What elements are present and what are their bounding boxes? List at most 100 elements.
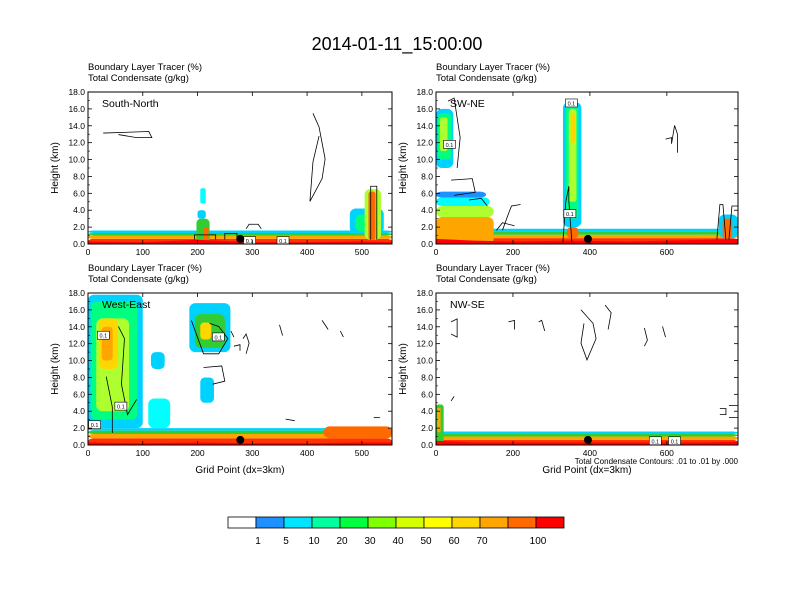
y-tick-label: 2.0 — [421, 423, 433, 433]
y-tick-label: 12.0 — [68, 138, 85, 148]
colorbar-swatch-7 — [423, 516, 453, 529]
contour-label: 0.1 — [246, 239, 254, 245]
x-tick-label: 600 — [660, 448, 674, 458]
panel-west-east: Boundary Layer Tracer (%)Total Condensat… — [50, 263, 393, 476]
x-axis-label: Grid Point (dx=3km) — [542, 465, 631, 476]
colorbar-swatch-3 — [311, 516, 341, 529]
y-tick-label: 16.0 — [416, 305, 433, 315]
contour-label: 0.1 — [568, 101, 576, 107]
contour-label-box-2 — [563, 209, 577, 218]
condensate-contour-0 — [450, 318, 458, 338]
condensate-contour-4 — [604, 304, 612, 330]
x-tick-label: 300 — [245, 448, 259, 458]
contour-label: 0.1 — [651, 439, 659, 445]
condensate-contour-6 — [671, 125, 678, 153]
contour-label: 0.1 — [91, 423, 99, 429]
tracer-shade-2 — [88, 430, 392, 435]
panel-label: South-North — [102, 98, 159, 110]
y-axis-label: Height (km) — [50, 343, 61, 395]
colorbar-label: 20 — [336, 536, 348, 547]
x-tick-label: 200 — [506, 448, 520, 458]
x-tick-label: 200 — [506, 247, 520, 257]
panel-label: SW-NE — [450, 98, 485, 110]
contour-label-box-1 — [212, 332, 225, 342]
x-tick-label: 400 — [300, 247, 314, 257]
panel-title-line2: Total Condensate (g/kg) — [88, 274, 189, 285]
condensate-contour-2 — [233, 344, 241, 351]
condensate-contour-11 — [105, 376, 113, 433]
colorbar-label: 40 — [392, 536, 404, 547]
condensate-contour-4 — [279, 324, 283, 336]
panel-sw-ne: Boundary Layer Tracer (%)Total Condensat… — [398, 62, 739, 257]
tracer-shade-6 — [197, 210, 206, 219]
contour-label: 0.1 — [446, 143, 454, 149]
panel-south-north: Boundary Layer Tracer (%)Total Condensat… — [50, 62, 393, 257]
y-tick-label: 4.0 — [421, 205, 433, 215]
y-tick-label: 6.0 — [73, 188, 85, 198]
condensate-contour-2 — [502, 204, 521, 231]
colorbar-label: 30 — [364, 536, 376, 547]
tracer-shade-4 — [436, 216, 494, 244]
condensate-contour-1 — [103, 131, 153, 138]
contour-footnote: Total Condensate Contours: .01 to .01 by… — [575, 457, 739, 466]
y-tick-label: 2.0 — [73, 222, 85, 232]
condensate-contour-7 — [728, 405, 738, 419]
tracer-shade-7 — [200, 188, 206, 204]
colorbar-swatch-1 — [255, 516, 285, 529]
condensate-contour-3 — [370, 185, 378, 240]
y-tick-label: 0.0 — [73, 440, 85, 450]
y-tick-label: 14.0 — [68, 322, 85, 332]
colorbar-swatch-0 — [227, 516, 257, 529]
colorbar-swatch-11 — [535, 516, 565, 529]
colorbar-label: 1 — [255, 536, 261, 547]
condensate-contour-10 — [118, 326, 137, 416]
tracer-shade-5 — [436, 206, 494, 217]
panel-nw-se: Boundary Layer Tracer (%)Total Condensat… — [398, 263, 739, 476]
tracer-shade-2 — [88, 233, 392, 236]
y-tick-label: 16.0 — [68, 104, 85, 114]
tracer-shade-2 — [436, 434, 738, 437]
x-tick-label: 400 — [583, 448, 597, 458]
y-axis-label: Height (km) — [50, 142, 61, 194]
y-axis-label: Height (km) — [398, 142, 409, 194]
condensate-contour-6 — [662, 326, 666, 338]
condensate-contour-9 — [728, 205, 738, 240]
condensate-contour-9 — [450, 396, 455, 402]
y-tick-label: 6.0 — [73, 389, 85, 399]
condensate-contour-3 — [496, 222, 515, 231]
y-tick-label: 16.0 — [416, 104, 433, 114]
x-tick-label: 100 — [136, 448, 150, 458]
y-tick-label: 14.0 — [416, 322, 433, 332]
colorbar-label: 50 — [420, 536, 432, 547]
condensate-contour-5 — [447, 97, 461, 169]
contour-label-box-1 — [443, 140, 456, 149]
x-tick-label: 0 — [434, 247, 439, 257]
condensate-contour-0 — [451, 178, 476, 196]
contour-label: 0.1 — [117, 405, 125, 411]
panel-label: West-East — [102, 299, 150, 311]
x-axis-label: Grid Point (dx=3km) — [195, 465, 284, 476]
condensate-contour-0 — [309, 113, 326, 202]
x-tick-label: 100 — [136, 247, 150, 257]
x-tick-label: 400 — [583, 247, 597, 257]
condensate-contour-3 — [242, 333, 250, 354]
x-tick-label: 0 — [434, 448, 439, 458]
y-tick-label: 0.0 — [421, 239, 433, 249]
plot-area — [88, 92, 392, 244]
colorbar-swatch-5 — [367, 516, 397, 529]
y-tick-label: 2.0 — [421, 222, 433, 232]
panel-title-line2: Total Condensate (g/kg) — [88, 73, 189, 84]
tracer-shade-9 — [148, 398, 171, 429]
tracer-shade-5 — [203, 227, 209, 240]
y-tick-label: 18.0 — [416, 288, 433, 298]
condensate-contour-2 — [538, 319, 546, 332]
contour-label: 0.1 — [215, 335, 223, 341]
colorbar-swatch-10 — [507, 516, 537, 529]
colorbar-swatch-4 — [339, 516, 369, 529]
colorbar-swatch-8 — [451, 516, 481, 529]
y-tick-label: 18.0 — [68, 288, 85, 298]
contour-label-box-2 — [114, 401, 128, 411]
condensate-contour-6 — [339, 330, 344, 338]
y-tick-label: 6.0 — [421, 389, 433, 399]
y-tick-label: 14.0 — [68, 121, 85, 131]
